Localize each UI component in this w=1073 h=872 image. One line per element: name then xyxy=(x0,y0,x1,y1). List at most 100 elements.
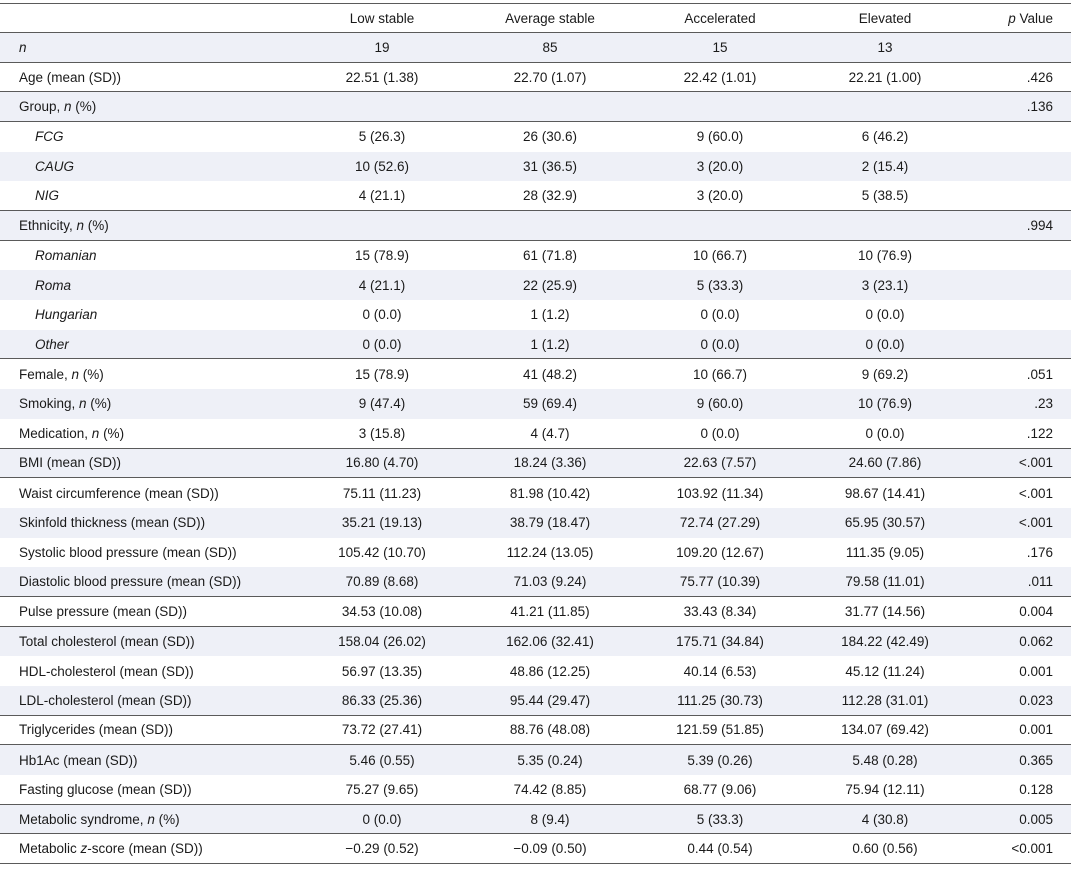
value-cell: 4 (30.8) xyxy=(861,811,909,827)
row-label-prefix: Female, xyxy=(19,366,72,382)
value-cell: 98.67 (14.41) xyxy=(844,485,926,501)
value-cell: 56.97 (13.35) xyxy=(341,663,423,679)
table-row: Smoking, n (%) 9 (47.4) 59 (69.4) 9 (60.0) 1… xyxy=(0,389,1071,419)
row-label-italic: n xyxy=(19,39,27,55)
row-label-prefix: Ethnicity, xyxy=(19,217,77,233)
p-value-cell: 0.062 xyxy=(1019,633,1053,649)
value-cell: 111.35 (9.05) xyxy=(845,544,925,560)
value-cell: −0.29 (0.52) xyxy=(345,841,419,857)
table-row: Pulse pressure (mean (SD)) 34.53 (10.08) 4… xyxy=(0,597,1071,627)
table-row: Systolic blood pressure (mean (SD)) 105.4… xyxy=(0,538,1071,568)
table-row: Waist circumference (mean (SD)) 75.11 (11… xyxy=(0,478,1071,508)
value-cell: 3 (20.0) xyxy=(696,159,744,175)
value-cell: 112.28 (31.01) xyxy=(841,692,929,708)
value-cell: 22.70 (1.07) xyxy=(513,69,587,85)
p-value-cell: .994 xyxy=(1026,217,1053,233)
row-label: Hungarian xyxy=(35,300,97,330)
row-label: Ethnicity, n (%) xyxy=(19,211,109,240)
row-label-italic: n xyxy=(71,366,80,382)
p-value-cell: <.001 xyxy=(1018,485,1053,501)
value-cell: 5.46 (0.55) xyxy=(349,752,415,768)
value-cell xyxy=(640,211,800,240)
value-cell: 0 (0.0) xyxy=(700,307,740,323)
value-cell: 0 (0.0) xyxy=(362,307,402,323)
value-cell: 0 (0.0) xyxy=(865,336,905,352)
value-cell: 33.43 (8.34) xyxy=(683,603,757,619)
table-row: Triglycerides (mean (SD)) 73.72 (27.41) 88… xyxy=(0,716,1071,746)
table-row: Age (mean (SD)) 22.51 (1.38) 22.70 (1.07) 2… xyxy=(0,63,1071,93)
row-label: Diastolic blood pressure (mean (SD)) xyxy=(19,567,241,596)
p-value-cell: .176 xyxy=(1026,544,1053,560)
table-row: Fasting glucose (mean (SD)) 75.27 (9.65) 7… xyxy=(0,775,1071,805)
table-row: LDL-cholesterol (mean (SD)) 86.33 (25.36)… xyxy=(0,685,1071,716)
table-row: Ethnicity, n (%) .994 xyxy=(0,211,1071,241)
row-label-italic: n xyxy=(147,811,155,827)
row-label-prefix: Medication, xyxy=(19,425,92,441)
row-label-prefix: Group, xyxy=(19,99,65,115)
row-label-prefix: Systolic blood pressure (mean (SD)) xyxy=(19,544,237,560)
value-cell: 5 (38.5) xyxy=(861,188,909,204)
value-cell: 88.76 (48.08) xyxy=(509,722,591,738)
value-cell: 121.59 (51.85) xyxy=(676,722,764,738)
p-value-cell: .122 xyxy=(1026,425,1053,441)
p-value-cell: .136 xyxy=(1026,99,1053,115)
table-row: Hb1Ac (mean (SD)) 5.46 (0.55) 5.35 (0.24) 5… xyxy=(0,745,1071,775)
value-cell: 61 (71.8) xyxy=(522,248,578,264)
row-label: Group, n (%) xyxy=(19,92,96,121)
value-cell: 9 (60.0) xyxy=(696,129,744,145)
row-label-prefix: Metabolic syndrome, xyxy=(19,811,148,827)
value-cell: 22.63 (7.57) xyxy=(683,455,757,471)
value-cell: 68.77 (9.06) xyxy=(683,781,757,797)
value-cell: 22 (25.9) xyxy=(522,277,578,293)
row-label-prefix: Age (mean (SD)) xyxy=(19,69,122,85)
row-label-prefix: BMI (mean (SD)) xyxy=(19,455,122,471)
header-p-rest: Value xyxy=(1015,10,1053,26)
value-cell: 81.98 (10.42) xyxy=(509,485,591,501)
table-header-row: Low stable Average stable Accelerated El… xyxy=(0,4,1071,33)
p-value-cell: <0.001 xyxy=(1011,841,1053,857)
value-cell: 112.24 (13.05) xyxy=(506,544,594,560)
p-value-cell: 0.001 xyxy=(1019,663,1053,679)
value-cell: 4 (21.1) xyxy=(358,188,406,204)
p-value-cell: .23 xyxy=(1034,396,1053,412)
row-label-suffix: (%) xyxy=(71,99,97,115)
row-label: Triglycerides (mean (SD)) xyxy=(19,716,173,745)
row-label: Skinfold thickness (mean (SD)) xyxy=(19,508,205,538)
p-value-cell: .051 xyxy=(1026,366,1053,382)
table-row: Female, n (%) 15 (78.9) 41 (48.2) 10 (66.7)… xyxy=(0,359,1071,389)
table-top-rule xyxy=(0,3,1071,4)
value-cell xyxy=(805,211,965,240)
value-cell: 109.20 (12.67) xyxy=(676,544,764,560)
row-label-italic: NIG xyxy=(35,188,60,204)
row-label: Roma xyxy=(35,270,71,300)
value-cell: 19 xyxy=(374,39,390,55)
value-cell: 9 (60.0) xyxy=(696,396,744,412)
row-label: Waist circumference (mean (SD)) xyxy=(19,478,219,508)
value-cell: 0 (0.0) xyxy=(700,336,740,352)
value-cell: 4 (4.7) xyxy=(530,425,570,441)
row-label-prefix: Waist circumference (mean (SD)) xyxy=(19,485,219,501)
row-label: Metabolic z -score (mean (SD)) xyxy=(19,834,203,863)
value-cell: 74.42 (8.85) xyxy=(513,781,587,797)
value-cell: 13 xyxy=(877,39,893,55)
value-cell: 10 (52.6) xyxy=(354,159,410,175)
row-label-italic: n xyxy=(91,425,100,441)
value-cell: 15 (78.9) xyxy=(354,366,410,382)
table-row: Group, n (%) .136 xyxy=(0,92,1071,123)
p-value-cell: <.001 xyxy=(1018,455,1053,471)
value-cell: 1 (1.2) xyxy=(530,307,570,323)
value-cell: 40.14 (6.53) xyxy=(683,663,757,679)
row-label: LDL-cholesterol (mean (SD)) xyxy=(19,686,192,715)
row-label-italic: Hungarian xyxy=(35,307,98,323)
table-row: Other 0 (0.0) 1 (1.2) 0 (0.0) 0 (0.0) xyxy=(0,329,1071,360)
value-cell: 59 (69.4) xyxy=(522,396,578,412)
row-label: Smoking, n (%) xyxy=(19,389,111,419)
row-label-italic: n xyxy=(64,99,72,115)
value-cell: 175.71 (34.84) xyxy=(676,633,764,649)
header-accelerated: Accelerated xyxy=(684,10,756,26)
row-label-italic: n xyxy=(76,217,85,233)
row-label-suffix: (%) xyxy=(84,217,109,233)
value-cell: 162.06 (32.41) xyxy=(506,633,594,649)
value-cell: 6 (46.2) xyxy=(861,129,909,145)
value-cell: 28 (32.9) xyxy=(522,188,578,204)
